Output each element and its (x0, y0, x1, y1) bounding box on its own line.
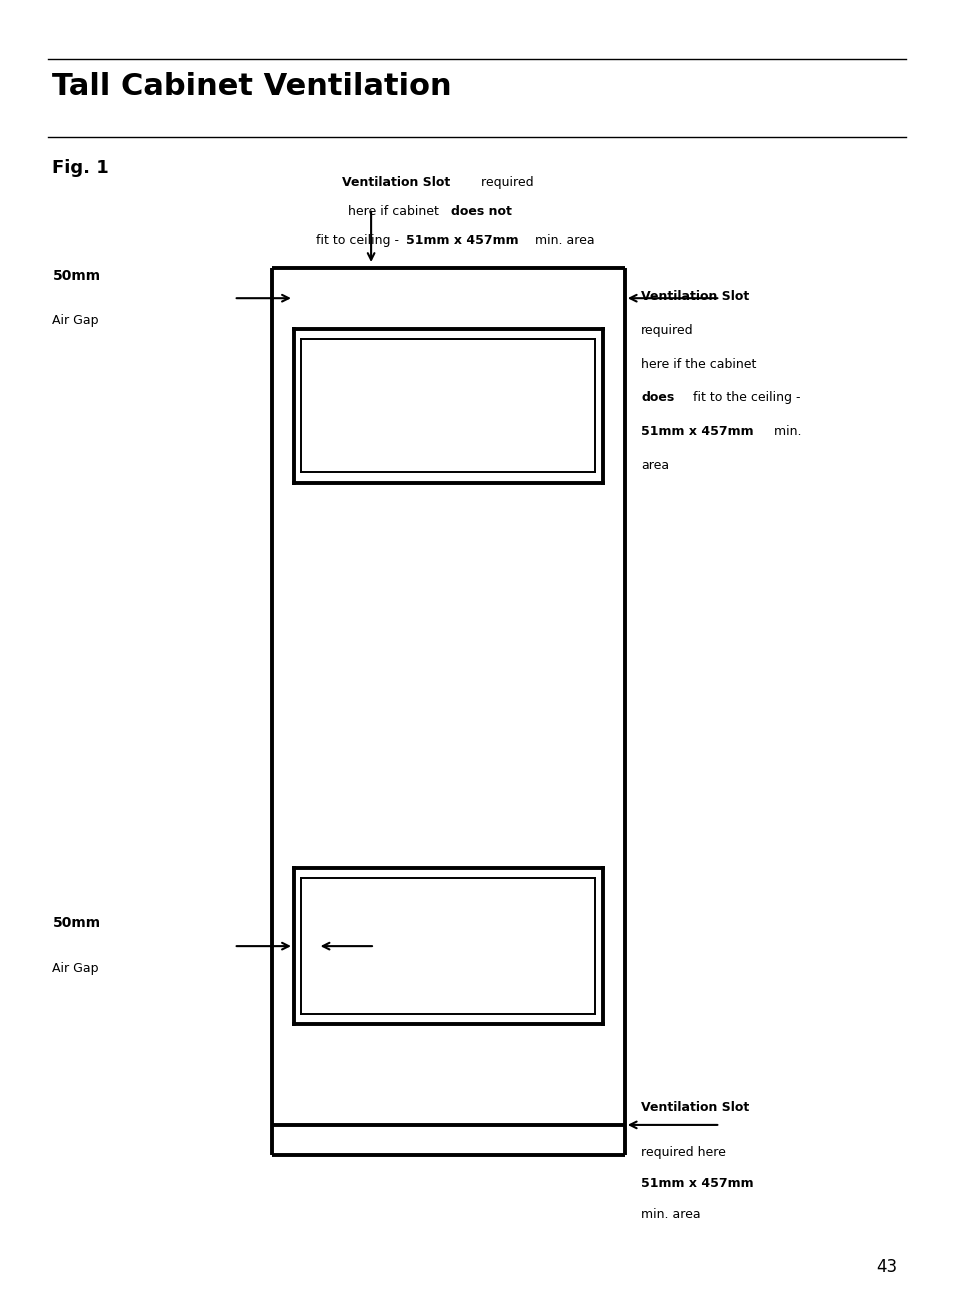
Text: fit to ceiling -: fit to ceiling - (315, 234, 399, 247)
Text: fit to the ceiling -: fit to the ceiling - (692, 392, 800, 405)
Text: 51mm x 457mm: 51mm x 457mm (406, 234, 518, 247)
Text: Ventilation Slot: Ventilation Slot (640, 290, 748, 303)
Text: min.: min. (769, 425, 801, 438)
Text: required: required (640, 324, 693, 337)
Text: min. area: min. area (531, 234, 594, 247)
Text: Ventilation Slot: Ventilation Slot (640, 1101, 748, 1114)
Text: does: does (640, 392, 674, 405)
Text: 50mm: 50mm (52, 269, 100, 282)
Text: Air Gap: Air Gap (52, 962, 99, 975)
Text: Air Gap: Air Gap (52, 313, 99, 326)
Text: required: required (476, 176, 534, 189)
Text: here if the cabinet: here if the cabinet (640, 358, 756, 371)
Text: does not: does not (451, 205, 512, 218)
Text: area: area (640, 459, 668, 472)
Text: required here: required here (640, 1146, 725, 1159)
Text: here if cabinet: here if cabinet (348, 205, 443, 218)
Text: 50mm: 50mm (52, 916, 100, 930)
Text: 51mm x 457mm: 51mm x 457mm (640, 1177, 753, 1190)
Text: 51mm x 457mm: 51mm x 457mm (640, 425, 753, 438)
Text: Fig. 1: Fig. 1 (52, 159, 109, 177)
Text: min. area: min. area (640, 1208, 700, 1221)
Text: Ventilation Slot: Ventilation Slot (341, 176, 450, 189)
Text: Tall Cabinet Ventilation: Tall Cabinet Ventilation (52, 72, 452, 100)
Text: 43: 43 (876, 1258, 897, 1276)
